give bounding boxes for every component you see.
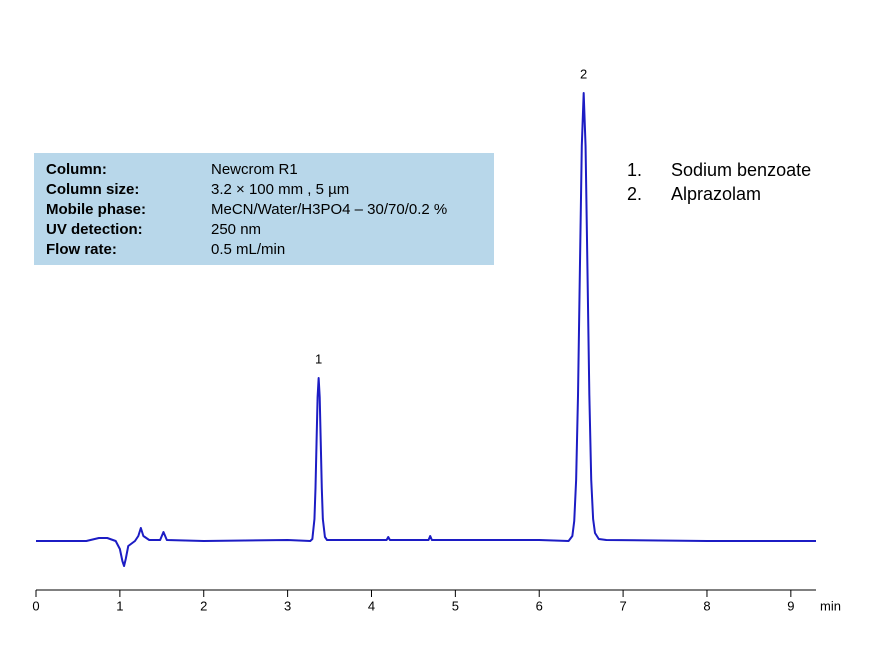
compound-number: 1. [627, 160, 642, 180]
x-tick-label: 9 [787, 598, 794, 613]
x-tick-label: 2 [200, 598, 207, 613]
condition-label: Column: [46, 161, 107, 178]
conditions-box [34, 153, 494, 265]
peak-label: 2 [580, 66, 587, 81]
x-tick-label: 3 [284, 598, 291, 613]
compound-name: Alprazolam [671, 184, 761, 204]
x-tick-label: 4 [368, 598, 375, 613]
x-tick-label: 0 [32, 598, 39, 613]
peak-label: 1 [315, 351, 322, 366]
condition-label: UV detection: [46, 221, 143, 238]
x-tick-label: 8 [703, 598, 710, 613]
x-axis-label: min [820, 598, 841, 613]
condition-label: Flow rate: [46, 241, 117, 258]
x-tick-label: 6 [536, 598, 543, 613]
condition-label: Column size: [46, 181, 139, 198]
condition-value: 250 nm [211, 221, 261, 238]
condition-label: Mobile phase: [46, 201, 146, 218]
condition-value: 3.2 × 100 mm , 5 µm [211, 181, 349, 198]
condition-value: Newcrom R1 [211, 161, 298, 178]
compound-number: 2. [627, 184, 642, 204]
x-tick-label: 7 [619, 598, 626, 613]
x-tick-label: 5 [452, 598, 459, 613]
compound-name: Sodium benzoate [671, 160, 811, 180]
x-tick-label: 1 [116, 598, 123, 613]
condition-value: MeCN/Water/H3PO4 – 30/70/0.2 % [211, 201, 447, 218]
condition-value: 0.5 mL/min [211, 241, 285, 258]
chromatogram-line [36, 92, 816, 567]
